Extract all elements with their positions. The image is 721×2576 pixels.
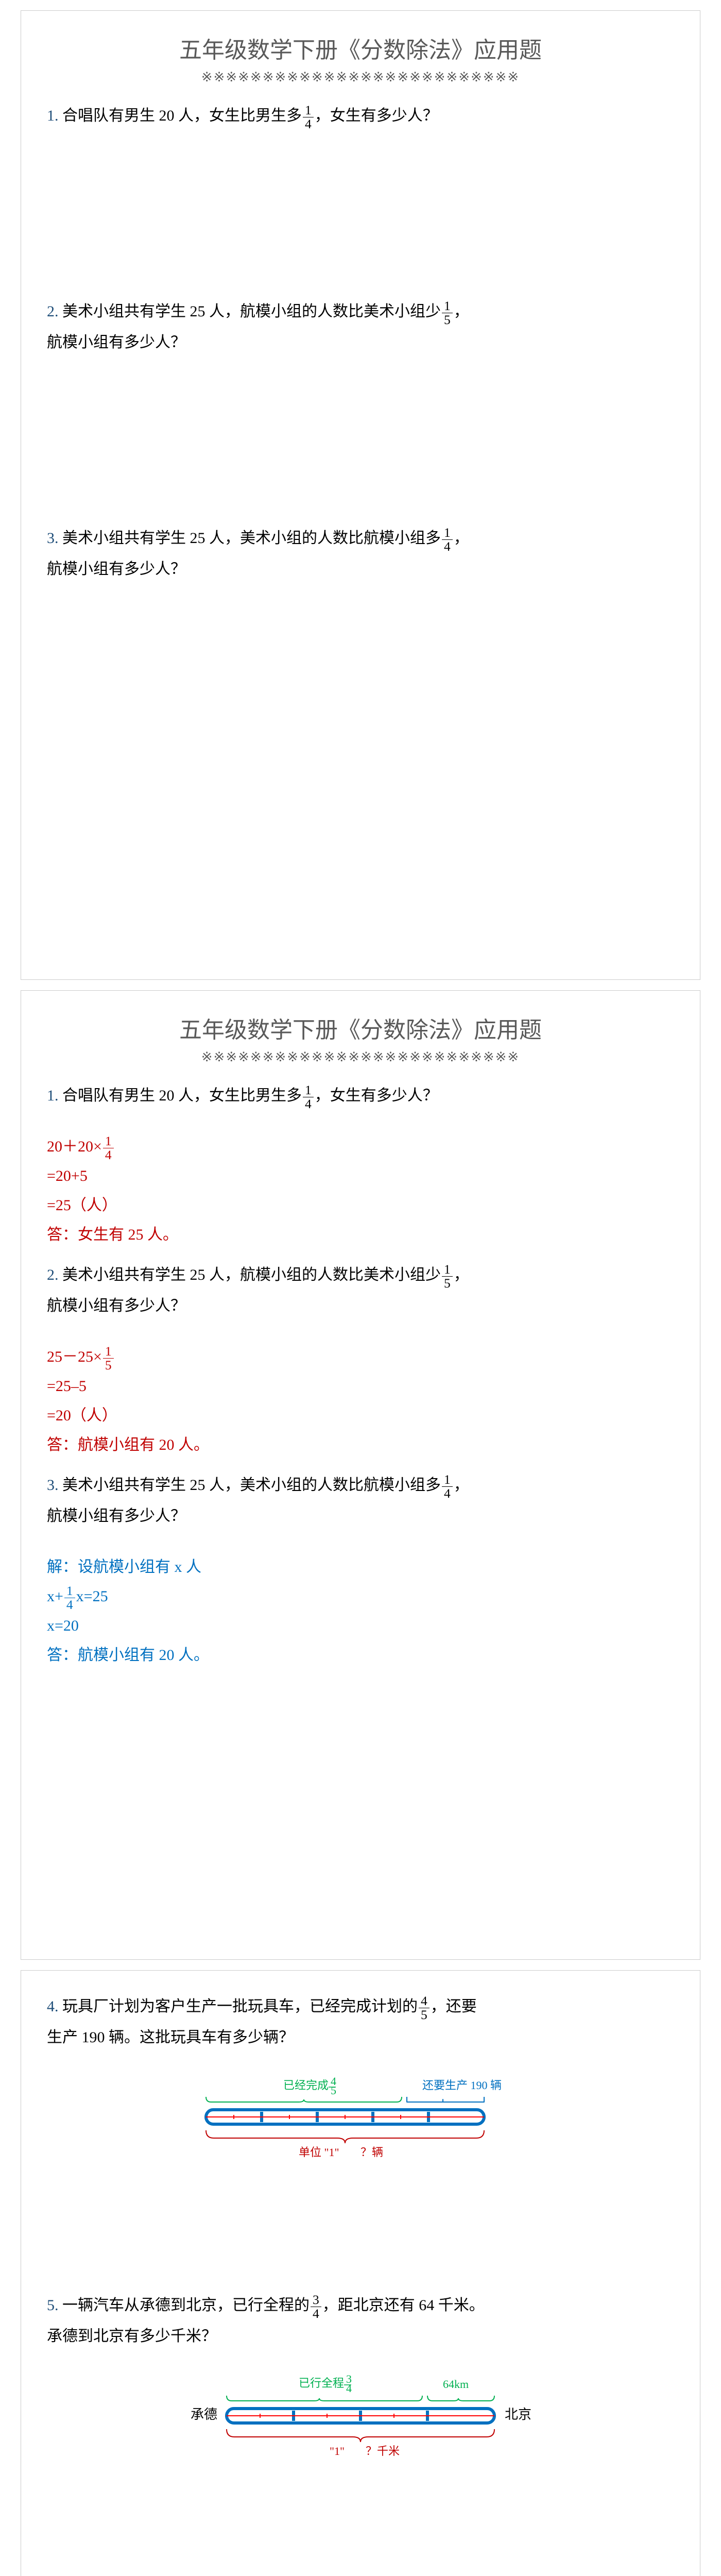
problem-3: 3. 美术小组共有学生 25 人，美术小组的人数比航模小组多14， 航模小组有多… (47, 1470, 674, 1532)
diagram-frac-d: 5 (331, 2084, 336, 2097)
answer-space (47, 2197, 674, 2290)
diagram-5: 承德 北京 已行全程 3 4 64km "1" ？千米 (154, 2372, 566, 2476)
problem-number: 1. (47, 107, 59, 124)
fraction: 34 (311, 2293, 321, 2320)
problem-text: ， (454, 530, 469, 547)
diagram-label-unit: "1" (330, 2445, 345, 2458)
fraction: 15 (103, 1345, 114, 1371)
solution-line: x+ (47, 1588, 63, 1605)
fraction: 14 (64, 1584, 75, 1611)
answer-space (47, 605, 674, 750)
answer-space (47, 2496, 674, 2576)
diagram-5-svg: 承德 北京 已行全程 3 4 64km "1" ？千米 (154, 2372, 566, 2476)
problem-2: 2. 美术小组共有学生 25 人，航模小组的人数比美术小组少15， 航模小组有多… (47, 1260, 674, 1321)
diagram-label-question: ？辆 (360, 2146, 383, 2159)
divider: ※※※※※※※※※※※※※※※※※※※※※※※※※※ (47, 70, 674, 85)
problem-number: 1. (47, 1087, 59, 1104)
solution-line: =20（人） (47, 1407, 117, 1424)
problem-text: ，女生有多少人？ (315, 1087, 438, 1104)
problem-text: 生产 190 辆。这批玩具车有多少辆？ (47, 2029, 294, 2046)
diagram-4-svg: 已经完成 4 5 还要生产 190 辆 单位 "1" ？辆 (154, 2074, 566, 2177)
solution-line: 25－25× (47, 1348, 102, 1365)
city-left: 承德 (191, 2407, 217, 2422)
diagram-label-remaining: 64km (443, 2378, 469, 2391)
problem-number: 2. (47, 303, 59, 320)
problem-5: 5. 一辆汽车从承德到北京，已行全程的34，距北京还有 64 千米。 承德到北京… (47, 2290, 674, 2352)
brace-bottom (206, 2130, 484, 2143)
problem-text: 美术小组共有学生 25 人，航模小组的人数比美术小组少 (62, 1266, 441, 1283)
problem-number: 3. (47, 1477, 59, 1494)
problem-text: 航模小组有多少人？ (47, 561, 186, 578)
diagram-frac-d: 4 (346, 2382, 352, 2395)
problem-number: 5. (47, 2297, 59, 2314)
brace-top-right (427, 2396, 494, 2401)
brace-top-right (407, 2097, 484, 2102)
page-3: 4. 玩具厂计划为客户生产一批玩具车，已经完成计划的45，还要 生产 190 辆… (21, 1970, 700, 2576)
fraction: 14 (442, 526, 453, 553)
fraction: 14 (442, 1473, 453, 1500)
fraction: 15 (442, 1263, 453, 1290)
diagram-4: 已经完成 4 5 还要生产 190 辆 单位 "1" ？辆 (154, 2074, 566, 2177)
problem-text: 玩具厂计划为客户生产一批玩具车，已经完成计划的 (62, 1998, 418, 2015)
fraction: 14 (303, 1083, 314, 1110)
fraction: 45 (419, 1994, 430, 2021)
problem-text: 美术小组共有学生 25 人，航模小组的人数比美术小组少 (62, 303, 441, 320)
answer-space (47, 379, 674, 523)
problem-text: 合唱队有男生 20 人，女生比男生多 (62, 1087, 302, 1104)
solution-line: =25（人） (47, 1197, 117, 1214)
problem-text: ， (454, 1477, 469, 1494)
problem-text: ，距北京还有 64 千米。 (322, 2297, 485, 2314)
diagram-label-remaining: 还要生产 190 辆 (422, 2079, 502, 2092)
fraction: 15 (442, 299, 453, 326)
solution-1: 20＋20×14 =20+5 =25（人） 答：女生有 25 人。 (47, 1132, 674, 1249)
city-right: 北京 (505, 2407, 531, 2422)
problem-text: 美术小组共有学生 25 人，美术小组的人数比航模小组多 (62, 1477, 441, 1494)
solution-line: =20+5 (47, 1167, 88, 1184)
diagram-label-completed: 已行全程 (299, 2377, 344, 2389)
solution-line: x=25 (76, 1588, 108, 1605)
problem-text: 一辆汽车从承德到北京，已行全程的 (62, 2297, 310, 2314)
solution-line: =25–5 (47, 1378, 87, 1395)
problem-text: 美术小组共有学生 25 人，美术小组的人数比航模小组多 (62, 530, 441, 547)
problem-text: ，女生有多少人？ (315, 107, 438, 124)
problem-number: 2. (47, 1266, 59, 1283)
page-title: 五年级数学下册《分数除法》应用题 (47, 31, 674, 64)
problem-4: 4. 玩具厂计划为客户生产一批玩具车，已经完成计划的45，还要 生产 190 辆… (47, 1991, 674, 2053)
problem-1: 1. 合唱队有男生 20 人，女生比男生多14，女生有多少人？ (47, 100, 674, 131)
page-1: 五年级数学下册《分数除法》应用题 ※※※※※※※※※※※※※※※※※※※※※※※… (21, 10, 700, 980)
problem-text: ， (454, 303, 469, 320)
problem-text: 合唱队有男生 20 人，女生比男生多 (62, 107, 302, 124)
fraction: 14 (103, 1134, 114, 1161)
solution-line: 解：设航模小组有 x 人 (47, 1558, 201, 1575)
solution-line: x=20 (47, 1617, 79, 1634)
problem-3: 3. 美术小组共有学生 25 人，美术小组的人数比航模小组多14， 航模小组有多… (47, 523, 674, 585)
problem-2: 2. 美术小组共有学生 25 人，航模小组的人数比美术小组少15， 航模小组有多… (47, 296, 674, 358)
page-title: 五年级数学下册《分数除法》应用题 (47, 1011, 674, 1044)
solution-line: 答：航模小组有 20 人。 (47, 1647, 209, 1664)
problem-text: 航模小组有多少人？ (47, 1297, 186, 1314)
divider: ※※※※※※※※※※※※※※※※※※※※※※※※※※ (47, 1049, 674, 1065)
problem-text: 航模小组有多少人？ (47, 1507, 186, 1524)
problem-text: ， (454, 1266, 469, 1283)
brace-top-left (227, 2396, 422, 2401)
problem-text: 航模小组有多少人？ (47, 334, 186, 351)
diagram-label-question: ？千米 (366, 2445, 400, 2458)
problem-text: ，还要 (431, 1998, 477, 2015)
problem-1: 1. 合唱队有男生 20 人，女生比男生多14，女生有多少人？ (47, 1080, 674, 1111)
problem-number: 3. (47, 530, 59, 547)
diagram-label-completed: 已经完成 (283, 2079, 329, 2092)
problem-number: 4. (47, 1998, 59, 2015)
solution-3: 解：设航模小组有 x 人 x+14x=25 x=20 答：航模小组有 20 人。 (47, 1552, 674, 1670)
answer-space (47, 152, 674, 296)
brace-bottom (227, 2429, 494, 2442)
solution-line: 答：女生有 25 人。 (47, 1226, 178, 1243)
solution-2: 25－25×15 =25–5 =20（人） 答：航模小组有 20 人。 (47, 1342, 674, 1460)
solution-line: 答：航模小组有 20 人。 (47, 1436, 209, 1453)
problem-text: 承德到北京有多少千米？ (47, 2328, 217, 2345)
fraction: 14 (303, 104, 314, 130)
solution-line: 20＋20× (47, 1138, 102, 1155)
page-2: 五年级数学下册《分数除法》应用题 ※※※※※※※※※※※※※※※※※※※※※※※… (21, 990, 700, 1960)
diagram-label-unit: 单位 "1" (299, 2146, 339, 2159)
brace-top-left (206, 2097, 402, 2102)
